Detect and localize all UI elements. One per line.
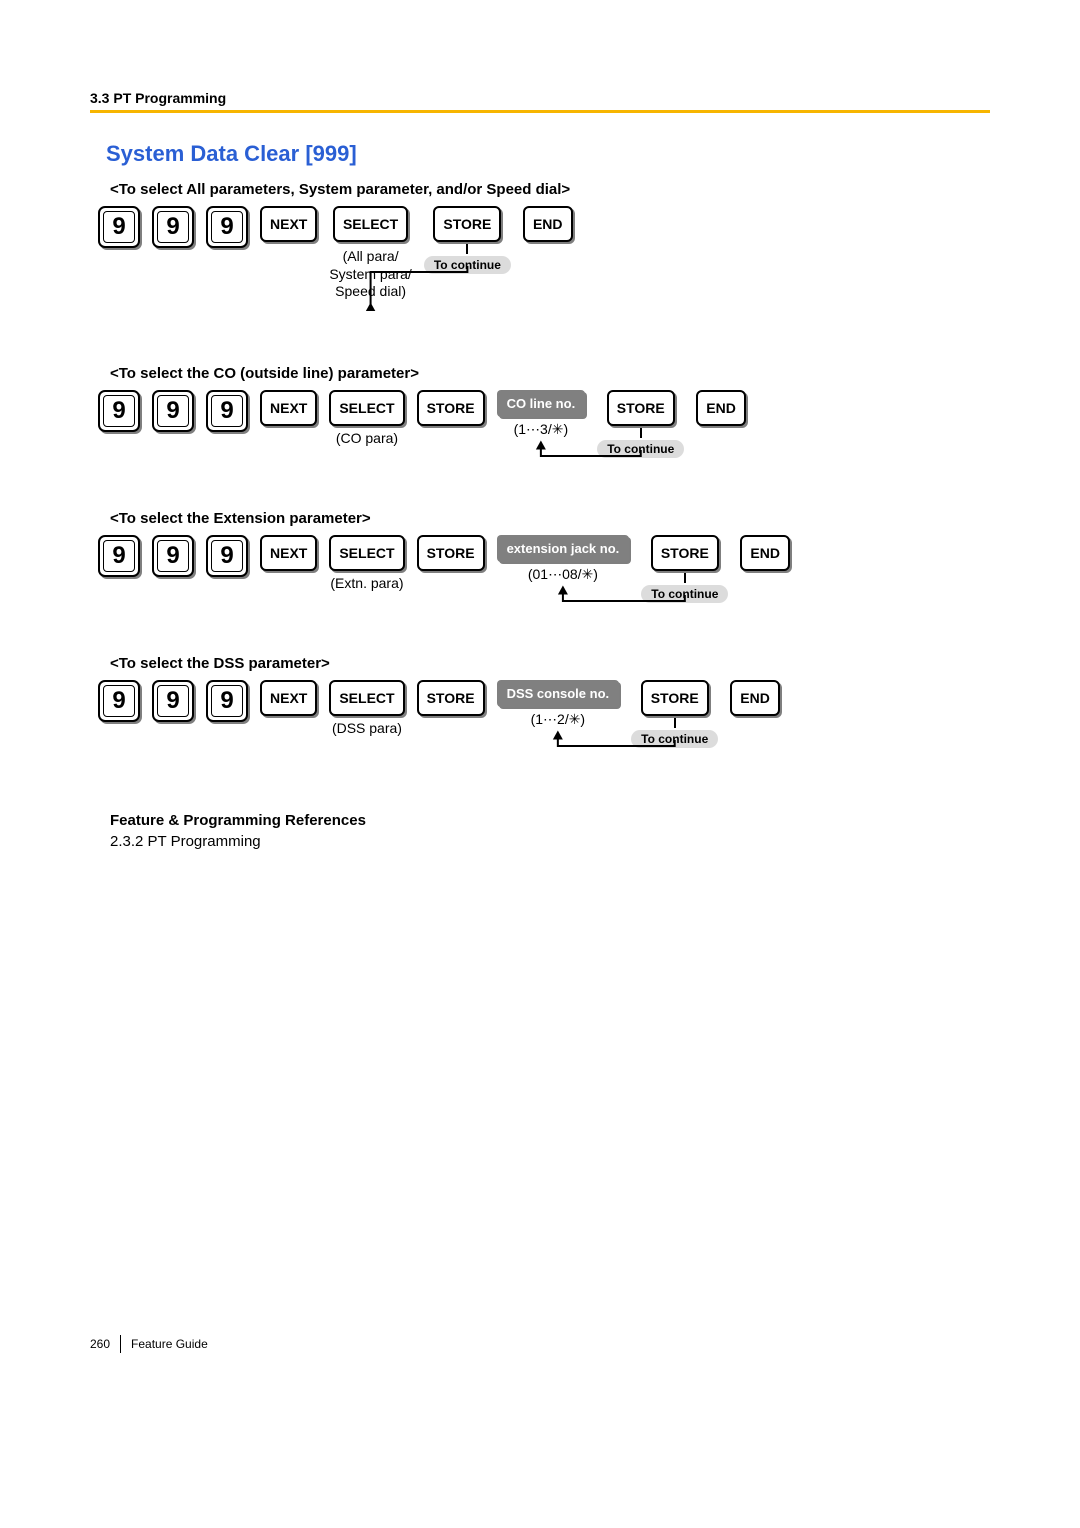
digit-key: 9 [206, 535, 248, 577]
digit-key: 9 [206, 390, 248, 432]
procedure-row: 999NEXTSELECT(All para/System para/Speed… [98, 206, 990, 301]
step-column: END [523, 206, 573, 242]
step-column: DSS console no. (1⋯2/✳) [497, 680, 620, 729]
to-continue-pill: To continue [597, 440, 684, 458]
step-note: (1⋯3/✳) [514, 421, 569, 439]
step-column: STORE To continue [424, 206, 511, 274]
step-note: (1⋯2/✳) [531, 711, 586, 729]
procedure-row: 999NEXTSELECT(Extn. para)STOREextension … [98, 535, 990, 603]
end-button: END [696, 390, 746, 426]
step-column: CO line no. (1⋯3/✳) [497, 390, 586, 439]
end-button: END [740, 535, 790, 571]
step-column: END [730, 680, 780, 716]
next-button: NEXT [260, 680, 317, 716]
end-button: END [523, 206, 573, 242]
next-button: NEXT [260, 535, 317, 571]
page-footer: 260 Feature Guide [90, 1335, 208, 1353]
select-button: SELECT [329, 680, 404, 716]
step-column: STORE To continue [641, 535, 728, 603]
digit-key: 9 [152, 535, 194, 577]
procedure-subtitle: <To select the Extension parameter> [110, 510, 990, 527]
step-note: (All para/System para/Speed dial) [329, 248, 411, 301]
store-button: STORE [417, 680, 485, 716]
step-column: NEXT [260, 206, 317, 242]
step-column: STORE [417, 535, 485, 571]
step-column: STORE [417, 680, 485, 716]
select-button: SELECT [329, 390, 404, 426]
connector-line [674, 718, 676, 728]
footer-guide: Feature Guide [131, 1337, 208, 1351]
procedure-subtitle: <To select All parameters, System parame… [110, 181, 990, 198]
input-field: CO line no. [497, 390, 586, 417]
step-column: NEXT [260, 680, 317, 716]
page: 3.3 PT Programming System Data Clear [99… [0, 0, 1080, 1398]
step-note: (01⋯08/✳) [528, 566, 598, 584]
digit-key: 9 [98, 680, 140, 722]
step-note: (CO para) [336, 430, 398, 448]
select-button: SELECT [333, 206, 408, 242]
end-button: END [730, 680, 780, 716]
step-column: STORE [417, 390, 485, 426]
step-column: STORE To continue [597, 390, 684, 458]
digit-key: 9 [206, 206, 248, 248]
step-column: STORE To continue [631, 680, 718, 748]
procedure-row: 999NEXTSELECT(DSS para)STOREDSS console … [98, 680, 990, 748]
step-column: SELECT (All para/System para/Speed dial) [329, 206, 411, 301]
procedure-subtitle: <To select the CO (outside line) paramet… [110, 365, 990, 382]
step-column: END [696, 390, 746, 426]
digit-key: 9 [152, 390, 194, 432]
to-continue-pill: To continue [641, 585, 728, 603]
step-column: extension jack no. (01⋯08/✳) [497, 535, 630, 584]
digit-key: 9 [152, 680, 194, 722]
connector-line [466, 244, 468, 254]
page-title: System Data Clear [999] [106, 141, 990, 167]
store-button: STORE [641, 680, 709, 716]
page-number: 260 [90, 1337, 110, 1351]
step-column: SELECT (Extn. para) [329, 535, 404, 593]
digit-key: 9 [206, 680, 248, 722]
footer-separator [120, 1335, 121, 1353]
store-button: STORE [607, 390, 675, 426]
to-continue-pill: To continue [631, 730, 718, 748]
connector-line [684, 573, 686, 583]
section-header: 3.3 PT Programming [90, 90, 990, 110]
step-column: NEXT [260, 535, 317, 571]
step-column: SELECT (CO para) [329, 390, 404, 448]
connector-line [640, 428, 642, 438]
store-button: STORE [433, 206, 501, 242]
digit-key: 9 [98, 535, 140, 577]
step-column: NEXT [260, 390, 317, 426]
step-note: (Extn. para) [330, 575, 403, 593]
next-button: NEXT [260, 390, 317, 426]
header-rule [90, 110, 990, 113]
procedure-subtitle: <To select the DSS parameter> [110, 655, 990, 672]
step-column: END [740, 535, 790, 571]
input-field: DSS console no. [497, 680, 620, 707]
step-note: (DSS para) [332, 720, 402, 738]
store-button: STORE [417, 535, 485, 571]
features-line: 2.3.2 PT Programming [110, 833, 990, 850]
step-column: SELECT (DSS para) [329, 680, 404, 738]
select-button: SELECT [329, 535, 404, 571]
digit-key: 9 [152, 206, 194, 248]
next-button: NEXT [260, 206, 317, 242]
procedure-row: 999NEXTSELECT(CO para)STORECO line no.(1… [98, 390, 990, 458]
input-field: extension jack no. [497, 535, 630, 562]
store-button: STORE [651, 535, 719, 571]
to-continue-pill: To continue [424, 256, 511, 274]
digit-key: 9 [98, 390, 140, 432]
features-heading: Feature & Programming References [110, 812, 990, 829]
store-button: STORE [417, 390, 485, 426]
digit-key: 9 [98, 206, 140, 248]
